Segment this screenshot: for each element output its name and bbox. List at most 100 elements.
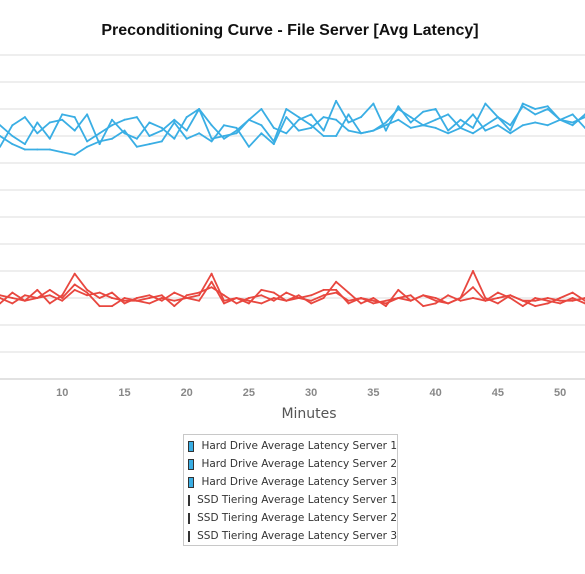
data-point xyxy=(297,129,300,132)
data-point xyxy=(160,294,163,297)
legend-swatch xyxy=(188,530,191,542)
legend-label: SSD Tiering Average Latency Server 3 xyxy=(197,530,397,542)
legend-item-ssd-server-2[interactable]: SSD Tiering Average Latency Server 2 xyxy=(188,509,397,527)
data-point xyxy=(496,124,499,127)
data-point xyxy=(73,153,76,156)
data-point xyxy=(546,299,549,302)
data-point xyxy=(86,145,89,148)
data-point xyxy=(484,297,487,299)
data-point xyxy=(434,118,437,121)
data-point xyxy=(347,302,350,305)
data-point xyxy=(61,297,64,299)
data-point xyxy=(509,132,512,135)
data-point xyxy=(496,291,499,294)
data-point xyxy=(472,286,474,289)
legend-label: Hard Drive Average Latency Server 1 xyxy=(201,440,397,452)
data-point xyxy=(173,305,176,308)
data-point xyxy=(0,302,1,305)
data-point xyxy=(272,143,275,146)
data-point xyxy=(198,108,201,110)
series-line-4[interactable] xyxy=(0,270,585,308)
x-tick-label: 45 xyxy=(492,387,504,399)
data-point xyxy=(0,135,1,137)
data-point xyxy=(198,132,201,135)
data-point xyxy=(434,126,437,129)
data-point xyxy=(0,297,1,299)
data-point xyxy=(546,124,549,127)
data-point xyxy=(534,299,537,302)
data-point xyxy=(98,143,101,146)
data-point xyxy=(546,108,549,110)
data-point xyxy=(459,126,462,129)
legend-swatch xyxy=(188,476,195,488)
data-point xyxy=(235,297,238,299)
data-point xyxy=(198,294,201,297)
data-point xyxy=(360,302,362,305)
data-point xyxy=(571,299,574,302)
data-point xyxy=(322,116,325,119)
data-point xyxy=(247,302,250,305)
data-point xyxy=(160,297,163,299)
legend-item-ssd-server-3[interactable]: SSD Tiering Average Latency Server 3 xyxy=(188,527,397,545)
series-points-6 xyxy=(0,280,585,305)
grid-lines xyxy=(0,54,585,380)
data-point xyxy=(247,118,250,121)
data-point xyxy=(384,305,387,308)
data-point xyxy=(322,288,325,291)
data-point xyxy=(546,297,549,299)
data-point xyxy=(223,137,225,140)
data-point xyxy=(322,294,325,297)
data-point xyxy=(61,299,64,302)
data-point xyxy=(285,299,288,302)
data-point xyxy=(496,116,499,119)
data-point xyxy=(123,118,126,121)
data-point xyxy=(297,297,300,299)
data-point xyxy=(135,299,138,302)
data-point xyxy=(210,280,213,283)
data-point xyxy=(384,129,387,132)
data-point xyxy=(521,305,524,308)
data-point xyxy=(48,148,51,151)
data-point xyxy=(23,143,26,146)
series-line-1[interactable] xyxy=(0,100,585,148)
data-point xyxy=(459,299,462,302)
data-point xyxy=(509,124,512,127)
data-point xyxy=(472,126,474,129)
data-point xyxy=(235,126,238,129)
series-line-2[interactable] xyxy=(0,102,585,146)
x-tick-label: 30 xyxy=(305,387,317,399)
data-point xyxy=(185,137,188,140)
data-point xyxy=(422,124,425,127)
data-point xyxy=(335,280,338,283)
data-point xyxy=(11,291,14,294)
data-point xyxy=(98,305,101,308)
data-point xyxy=(484,129,487,132)
data-point xyxy=(223,294,225,297)
series-line-6[interactable] xyxy=(0,280,585,305)
data-point xyxy=(496,302,499,305)
legend-item-hdd-server-2[interactable]: Hard Drive Average Latency Server 2 xyxy=(188,455,397,473)
data-point xyxy=(160,140,163,143)
data-point xyxy=(397,105,400,108)
data-point xyxy=(173,291,176,294)
series-lines xyxy=(0,99,585,308)
data-point xyxy=(310,126,313,129)
data-point xyxy=(48,121,51,124)
legend-swatch xyxy=(188,512,191,524)
series-line-3[interactable] xyxy=(0,113,585,156)
data-point xyxy=(36,288,39,291)
data-point xyxy=(123,297,126,299)
data-point xyxy=(384,299,387,302)
data-point xyxy=(247,299,250,302)
data-point xyxy=(260,132,263,135)
legend-item-ssd-server-1[interactable]: SSD Tiering Average Latency Server 1 xyxy=(188,491,397,509)
legend-item-hdd-server-1[interactable]: Hard Drive Average Latency Server 1 xyxy=(188,437,397,455)
data-point xyxy=(434,108,437,110)
x-axis-ticks: 10 15 20 25 30 35 40 45 50 xyxy=(56,387,566,399)
data-point xyxy=(372,129,375,132)
data-point xyxy=(160,299,163,302)
data-point xyxy=(11,124,14,127)
data-point xyxy=(86,294,89,297)
data-point xyxy=(73,272,76,275)
legend-item-hdd-server-3[interactable]: Hard Drive Average Latency Server 3 xyxy=(188,473,397,491)
